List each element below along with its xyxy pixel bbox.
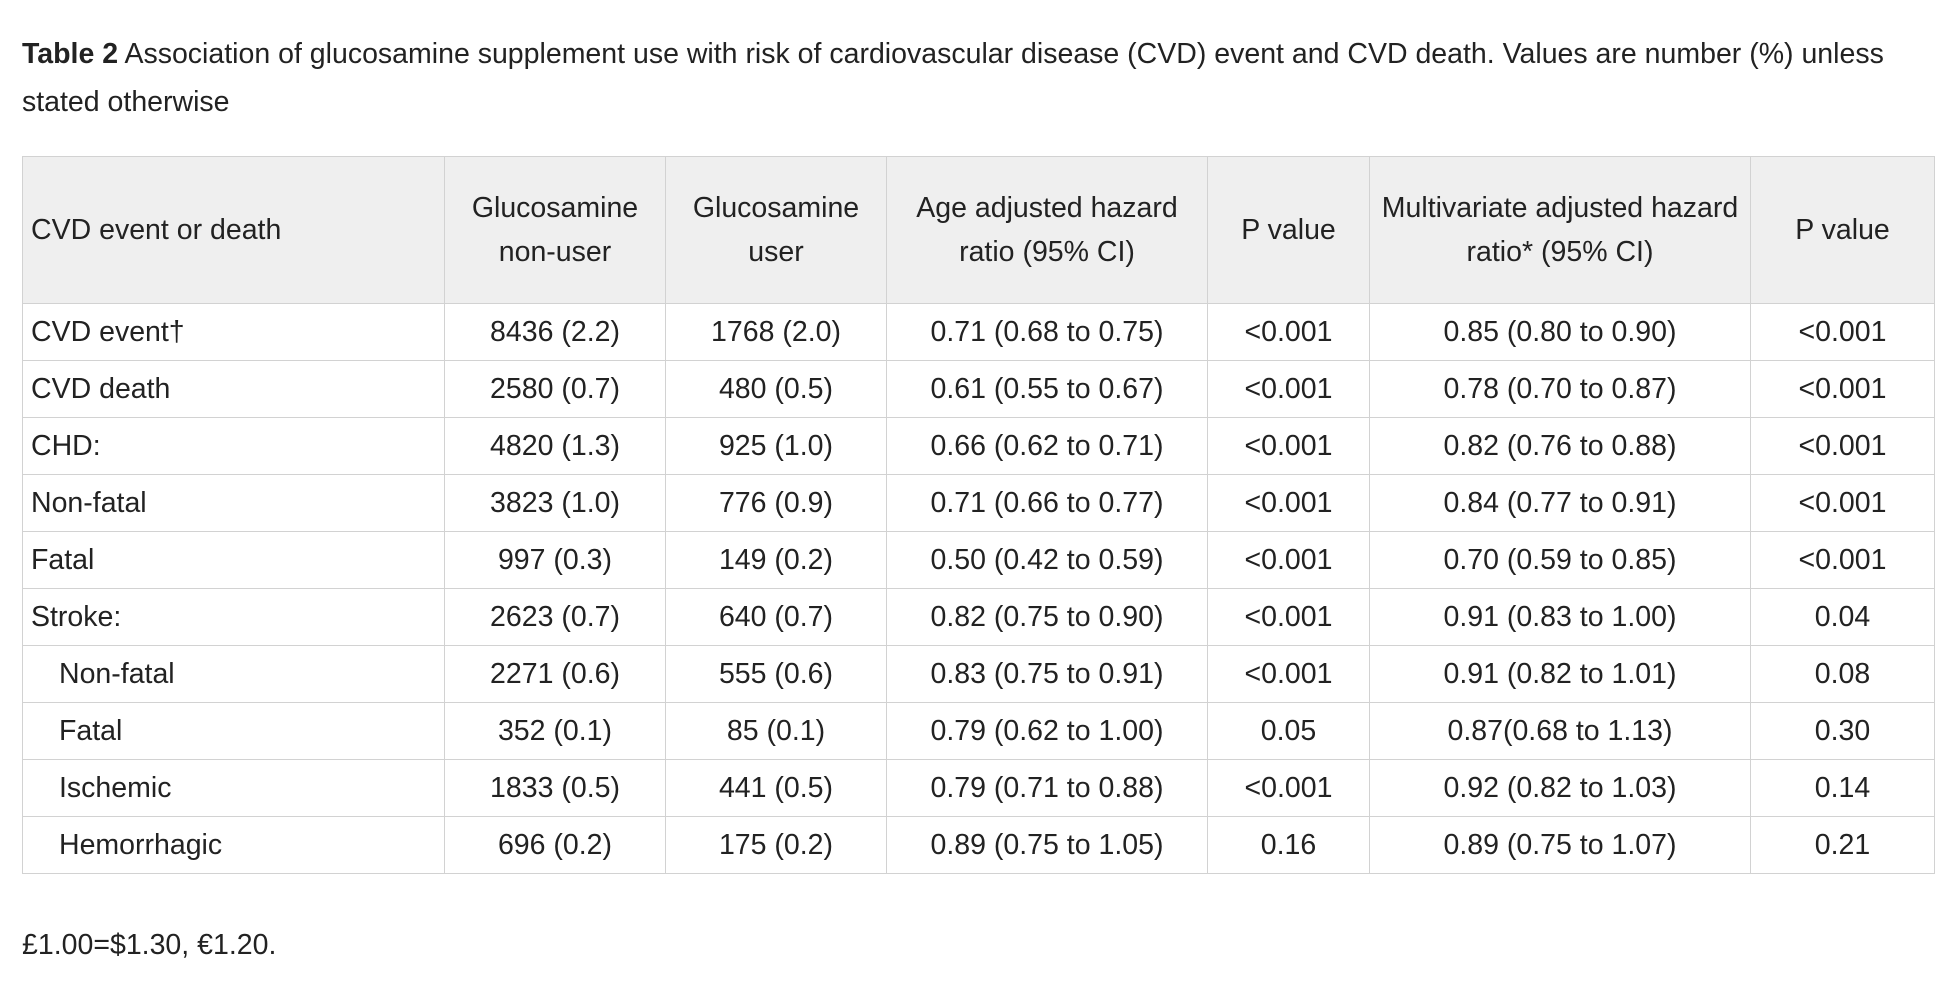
p-value-age-cell: <0.001 [1207, 759, 1370, 817]
age-adjusted-hr-cell: 0.71 (0.68 to 0.75) [886, 303, 1208, 361]
p-value-age-cell: <0.001 [1207, 303, 1370, 361]
user-cell: 175 (0.2) [665, 816, 887, 874]
user-cell: 480 (0.5) [665, 360, 887, 418]
age-adjusted-hr-cell: 0.66 (0.62 to 0.71) [886, 417, 1208, 475]
results-table: CVD event or death Glucosamine non-user … [22, 156, 1935, 874]
multivariate-hr-cell: 0.91 (0.82 to 1.01) [1369, 645, 1751, 703]
row-label: Fatal [22, 531, 445, 589]
header-cvd-event: CVD event or death [22, 156, 445, 304]
table-body: CVD event† 8436 (2.2) 1768 (2.0) 0.71 (0.68… [22, 303, 1935, 874]
table-row: Stroke: 2623 (0.7) 640 (0.7) 0.82 (0.75 to … [22, 588, 1935, 646]
table-row: CVD death 2580 (0.7) 480 (0.5) 0.61 (0.55 t… [22, 360, 1935, 418]
user-cell: 555 (0.6) [665, 645, 887, 703]
multivariate-hr-cell: 0.85 (0.80 to 0.90) [1369, 303, 1751, 361]
row-label: Non-fatal [22, 474, 445, 532]
non-user-cell: 352 (0.1) [444, 702, 666, 760]
row-label: CVD death [22, 360, 445, 418]
p-value-multivariate-cell: <0.001 [1750, 360, 1935, 418]
user-cell: 149 (0.2) [665, 531, 887, 589]
non-user-cell: 4820 (1.3) [444, 417, 666, 475]
header-p-value-multivariate: P value [1750, 156, 1935, 304]
p-value-multivariate-cell: <0.001 [1750, 417, 1935, 475]
age-adjusted-hr-cell: 0.71 (0.66 to 0.77) [886, 474, 1208, 532]
p-value-multivariate-cell: 0.30 [1750, 702, 1935, 760]
row-label: Ischemic [22, 759, 445, 817]
p-value-age-cell: <0.001 [1207, 588, 1370, 646]
age-adjusted-hr-cell: 0.82 (0.75 to 0.90) [886, 588, 1208, 646]
row-label: Non-fatal [22, 645, 445, 703]
row-label: Fatal [22, 702, 445, 760]
age-adjusted-hr-cell: 0.79 (0.71 to 0.88) [886, 759, 1208, 817]
row-label: CHD: [22, 417, 445, 475]
p-value-age-cell: <0.001 [1207, 531, 1370, 589]
user-cell: 640 (0.7) [665, 588, 887, 646]
non-user-cell: 1833 (0.5) [444, 759, 666, 817]
p-value-multivariate-cell: <0.001 [1750, 303, 1935, 361]
table-caption: Table 2 Association of glucosamine suppl… [22, 30, 1922, 126]
row-label: Stroke: [22, 588, 445, 646]
age-adjusted-hr-cell: 0.61 (0.55 to 0.67) [886, 360, 1208, 418]
non-user-cell: 8436 (2.2) [444, 303, 666, 361]
table-row: Hemorrhagic 696 (0.2) 175 (0.2) 0.89 (0.75 … [22, 816, 1935, 874]
header-non-user: Glucosamine non-user [444, 156, 666, 304]
table-header: CVD event or death Glucosamine non-user … [22, 156, 1935, 304]
table-caption-text: Association of glucosamine supplement us… [22, 38, 1884, 118]
p-value-age-cell: <0.001 [1207, 474, 1370, 532]
user-cell: 85 (0.1) [665, 702, 887, 760]
p-value-multivariate-cell: 0.04 [1750, 588, 1935, 646]
age-adjusted-hr-cell: 0.83 (0.75 to 0.91) [886, 645, 1208, 703]
age-adjusted-hr-cell: 0.89 (0.75 to 1.05) [886, 816, 1208, 874]
multivariate-hr-cell: 0.78 (0.70 to 0.87) [1369, 360, 1751, 418]
p-value-multivariate-cell: <0.001 [1750, 474, 1935, 532]
p-value-age-cell: 0.16 [1207, 816, 1370, 874]
table-row: Ischemic 1833 (0.5) 441 (0.5) 0.79 (0.71 to… [22, 759, 1935, 817]
header-age-adjusted-hr: Age adjusted hazard ratio (95% CI) [886, 156, 1208, 304]
row-label: Hemorrhagic [22, 816, 445, 874]
user-cell: 776 (0.9) [665, 474, 887, 532]
header-p-value-age: P value [1207, 156, 1370, 304]
age-adjusted-hr-cell: 0.50 (0.42 to 0.59) [886, 531, 1208, 589]
multivariate-hr-cell: 0.84 (0.77 to 0.91) [1369, 474, 1751, 532]
non-user-cell: 3823 (1.0) [444, 474, 666, 532]
p-value-multivariate-cell: <0.001 [1750, 531, 1935, 589]
multivariate-hr-cell: 0.92 (0.82 to 1.03) [1369, 759, 1751, 817]
age-adjusted-hr-cell: 0.79 (0.62 to 1.00) [886, 702, 1208, 760]
table-row: Non-fatal 2271 (0.6) 555 (0.6) 0.83 (0.75 t… [22, 645, 1935, 703]
non-user-cell: 2623 (0.7) [444, 588, 666, 646]
header-row: CVD event or death Glucosamine non-user … [22, 156, 1935, 304]
user-cell: 1768 (2.0) [665, 303, 887, 361]
multivariate-hr-cell: 0.70 (0.59 to 0.85) [1369, 531, 1751, 589]
table-row: Non-fatal 3823 (1.0) 776 (0.9) 0.71 (0.66 t… [22, 474, 1935, 532]
p-value-age-cell: <0.001 [1207, 645, 1370, 703]
header-multivariate-hr: Multivariate adjusted hazard ratio* (95%… [1369, 156, 1751, 304]
p-value-multivariate-cell: 0.08 [1750, 645, 1935, 703]
table-row: CHD: 4820 (1.3) 925 (1.0) 0.66 (0.62 to 0.7… [22, 417, 1935, 475]
non-user-cell: 997 (0.3) [444, 531, 666, 589]
multivariate-hr-cell: 0.87(0.68 to 1.13) [1369, 702, 1751, 760]
p-value-age-cell: <0.001 [1207, 360, 1370, 418]
currency-footnote: £1.00=$1.30, €1.20. [22, 929, 277, 961]
table-row: Fatal 352 (0.1) 85 (0.1) 0.79 (0.62 to 1.00… [22, 702, 1935, 760]
non-user-cell: 696 (0.2) [444, 816, 666, 874]
user-cell: 925 (1.0) [665, 417, 887, 475]
header-user: Glucosamine user [665, 156, 887, 304]
table-row: Fatal 997 (0.3) 149 (0.2) 0.50 (0.42 to 0.5… [22, 531, 1935, 589]
p-value-age-cell: 0.05 [1207, 702, 1370, 760]
p-value-multivariate-cell: 0.21 [1750, 816, 1935, 874]
p-value-multivariate-cell: 0.14 [1750, 759, 1935, 817]
non-user-cell: 2580 (0.7) [444, 360, 666, 418]
table-row: CVD event† 8436 (2.2) 1768 (2.0) 0.71 (0.68… [22, 303, 1935, 361]
non-user-cell: 2271 (0.6) [444, 645, 666, 703]
multivariate-hr-cell: 0.82 (0.76 to 0.88) [1369, 417, 1751, 475]
p-value-age-cell: <0.001 [1207, 417, 1370, 475]
multivariate-hr-cell: 0.91 (0.83 to 1.00) [1369, 588, 1751, 646]
multivariate-hr-cell: 0.89 (0.75 to 1.07) [1369, 816, 1751, 874]
user-cell: 441 (0.5) [665, 759, 887, 817]
table-caption-label: Table 2 [22, 38, 119, 70]
row-label: CVD event† [22, 303, 445, 361]
